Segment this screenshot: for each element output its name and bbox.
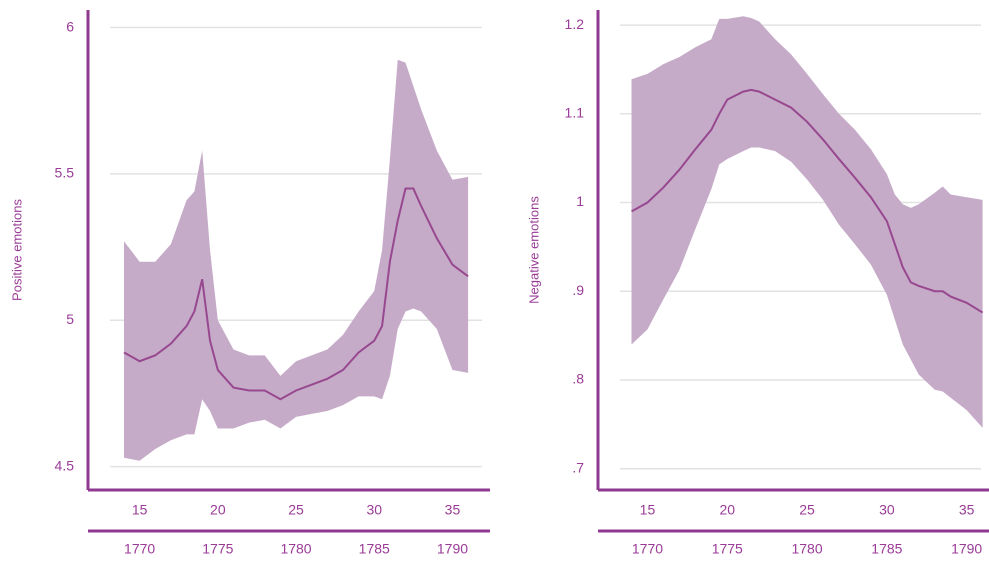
x-tick-label: 15 [640,502,656,518]
confidence-band [631,16,983,428]
y-tick-label: .9 [572,282,584,298]
x2-tick-label: 1785 [871,541,902,557]
x2-tick-label: 1770 [124,541,155,557]
y-tick-label: .8 [572,371,584,387]
y-tick-label: 1.1 [565,105,585,121]
y-axis-label: Negative emotions [526,196,541,304]
y-tick-label: 1 [576,193,584,209]
y-tick-label: 6 [66,18,74,34]
y-tick-label: 4.5 [55,457,75,473]
x-tick-label: 25 [288,502,304,518]
x2-tick-label: 1790 [437,541,468,557]
y-axis-label: Positive emotions [9,199,24,301]
x2-tick-label: 1770 [632,541,663,557]
x2-tick-label: 1790 [951,541,982,557]
x2-tick-label: 1775 [712,541,743,557]
x2-tick-label: 1780 [280,541,311,557]
y-tick-label: 5 [66,311,74,327]
mean-line [631,88,984,314]
confidence-band [123,59,469,461]
x-tick-label: 30 [366,502,382,518]
mean-line [123,187,469,401]
x2-tick-label: 1785 [359,541,390,557]
x-tick-label: 35 [959,502,975,518]
x-tick-label: 15 [132,502,148,518]
y-tick-label: .7 [572,459,584,475]
y-tick-label: 1.2 [565,16,585,32]
x-tick-label: 30 [879,502,895,518]
x-tick-label: 20 [719,502,735,518]
x2-tick-label: 1780 [791,541,822,557]
x2-tick-label: 1775 [202,541,233,557]
y-tick-label: 5.5 [55,165,75,181]
x-tick-label: 25 [799,502,815,518]
x-tick-label: 20 [210,502,226,518]
x-tick-label: 35 [445,502,461,518]
